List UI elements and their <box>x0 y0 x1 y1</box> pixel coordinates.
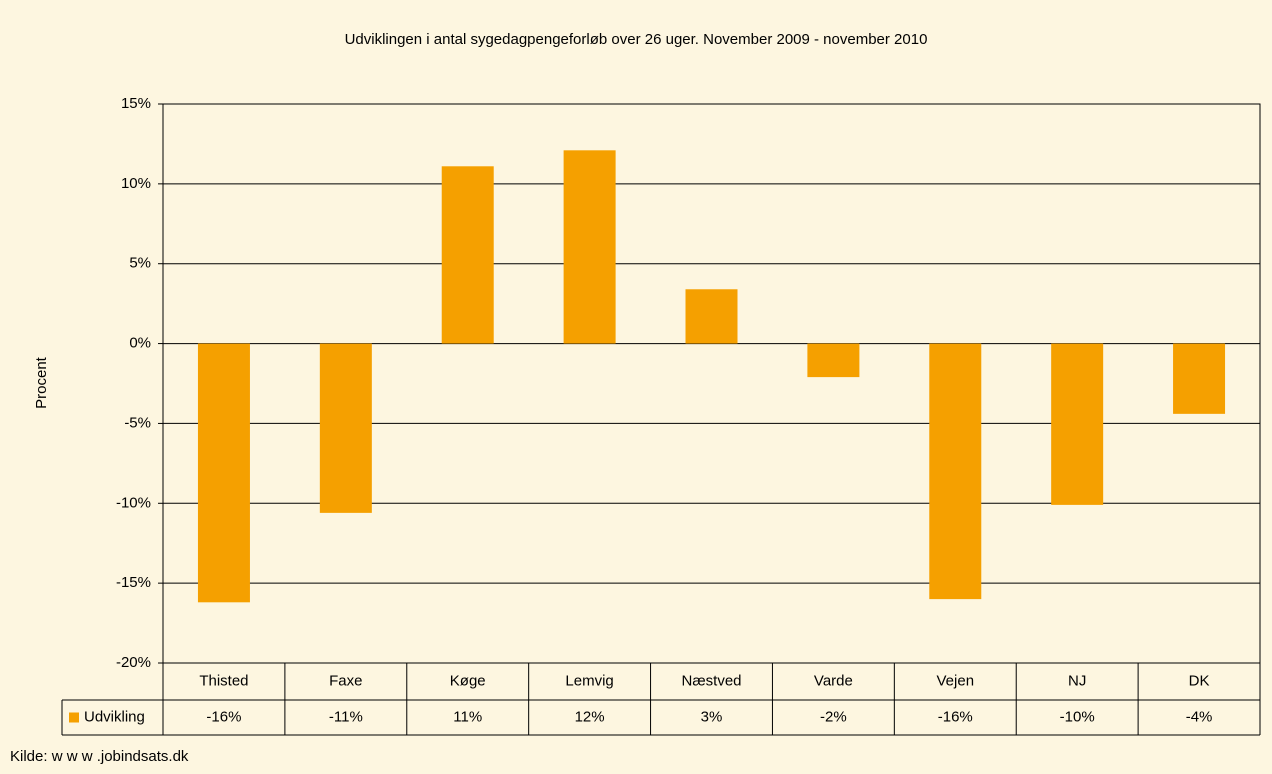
y-axis-label: Procent <box>33 356 50 409</box>
x-tick-label: NJ <box>1068 672 1086 689</box>
bar <box>197 343 250 603</box>
y-tick-label: -20% <box>116 654 151 671</box>
bar <box>1051 343 1104 505</box>
value-label: -16% <box>206 708 241 725</box>
bar <box>807 343 860 378</box>
value-label: 12% <box>575 708 605 725</box>
x-tick-label: Vejen <box>937 672 975 689</box>
legend-label: Udvikling <box>84 708 145 725</box>
x-tick-label: Køge <box>450 672 486 689</box>
y-tick-label: 15% <box>121 95 151 112</box>
value-label: -4% <box>1186 708 1213 725</box>
y-tick-label: -15% <box>116 574 151 591</box>
x-tick-label: Thisted <box>199 672 248 689</box>
value-label: -11% <box>329 708 363 725</box>
value-label: 3% <box>701 708 723 725</box>
bar <box>1173 343 1226 414</box>
legend-swatch <box>69 712 79 723</box>
y-tick-label: -5% <box>124 414 151 431</box>
bar <box>319 343 372 513</box>
value-label: -10% <box>1060 708 1095 725</box>
bar <box>563 150 616 344</box>
x-tick-label: DK <box>1189 672 1210 689</box>
y-tick-label: 0% <box>129 335 151 352</box>
value-label: -16% <box>938 708 973 725</box>
y-tick-label: 5% <box>129 255 151 272</box>
x-tick-label: Næstved <box>681 672 741 689</box>
y-tick-label: 10% <box>121 175 151 192</box>
bar <box>929 343 982 600</box>
bar <box>685 289 738 344</box>
y-tick-label: -10% <box>116 494 151 511</box>
x-tick-label: Lemvig <box>565 672 613 689</box>
x-tick-label: Faxe <box>329 672 362 689</box>
value-label: 11% <box>453 708 482 725</box>
source-note: Kilde: w w w .jobindsats.dk <box>10 748 189 765</box>
bar <box>441 166 494 344</box>
x-tick-label: Varde <box>814 672 853 689</box>
chart-title: Udviklingen i antal sygedagpengeforløb o… <box>345 31 928 48</box>
value-label: -2% <box>820 708 847 725</box>
